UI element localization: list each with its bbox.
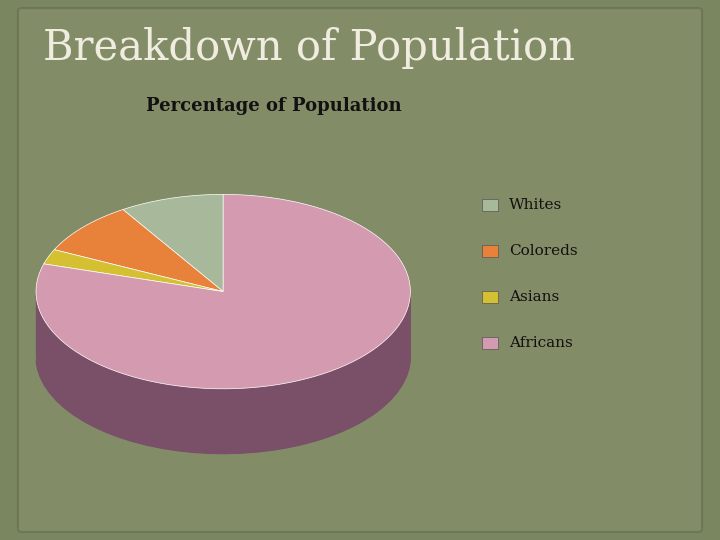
- Polygon shape: [36, 194, 410, 389]
- Polygon shape: [36, 292, 410, 454]
- Polygon shape: [36, 293, 410, 454]
- Polygon shape: [54, 210, 223, 292]
- Text: Coloreds: Coloreds: [509, 244, 577, 258]
- Polygon shape: [44, 249, 223, 292]
- Text: Percentage of Population: Percentage of Population: [145, 97, 402, 115]
- FancyBboxPatch shape: [482, 245, 498, 257]
- Text: Whites: Whites: [509, 198, 562, 212]
- Text: Asians: Asians: [509, 290, 559, 304]
- FancyBboxPatch shape: [482, 199, 498, 211]
- Text: Africans: Africans: [509, 336, 573, 350]
- FancyBboxPatch shape: [18, 8, 702, 532]
- FancyBboxPatch shape: [482, 337, 498, 349]
- Text: Breakdown of Population: Breakdown of Population: [43, 27, 575, 69]
- Polygon shape: [123, 194, 223, 292]
- FancyBboxPatch shape: [482, 291, 498, 303]
